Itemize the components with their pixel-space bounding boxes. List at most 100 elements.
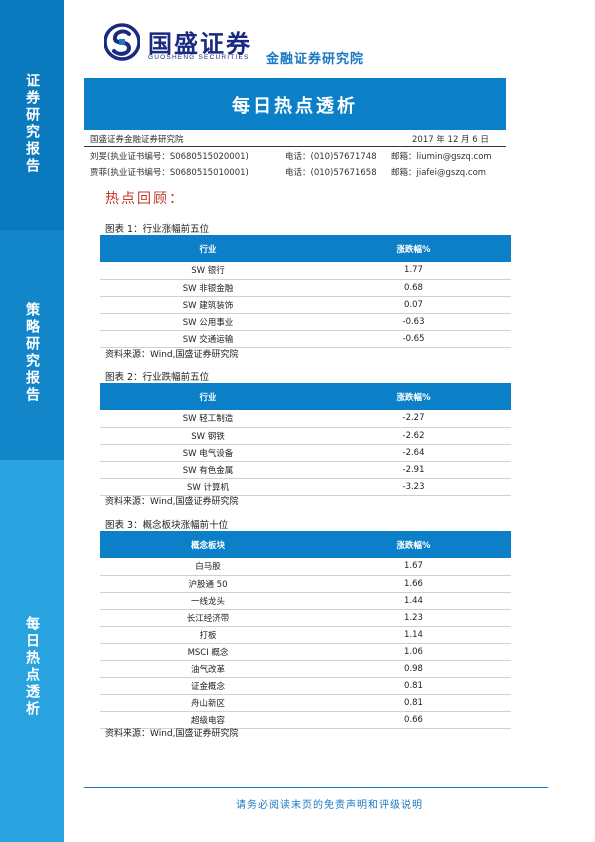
table-row: 超级电容 0.66: [100, 711, 511, 729]
change-cell: 0.81: [316, 677, 511, 695]
industry-cell: SW 建筑装饰: [100, 296, 316, 314]
column-header-industry: 行业: [100, 235, 316, 262]
change-cell: 0.07: [316, 296, 511, 314]
concept-cell: 长江经济带: [100, 609, 316, 627]
industry-cell: SW 有色金属: [100, 461, 316, 479]
concept-cell: 一线龙头: [100, 592, 316, 610]
change-cell: 0.81: [316, 694, 511, 712]
table-row: 白马股 1.67: [100, 558, 511, 576]
table-industry-losers: 行业 涨跌幅% SW 轻工制造 -2.27 SW 钢铁 -2.62 SW 电气设备 -…: [100, 383, 511, 496]
concept-cell: 打板: [100, 626, 316, 644]
table-row: SW 轻工制造 -2.27: [100, 410, 511, 428]
analyst-1-cert: 刘旻(执业证书编号：S0680515020001): [90, 152, 249, 162]
table-row: 长江经济带 1.23: [100, 609, 511, 627]
table-row: 沪股通 50 1.66: [100, 575, 511, 593]
table-header-row: 行业 涨跌幅%: [100, 383, 511, 410]
table-row: 舟山新区 0.81: [100, 694, 511, 712]
table-industry-gainers: 行业 涨跌幅% SW 银行 1.77 SW 非银金融 0.68 SW 建筑装饰 0.0…: [100, 235, 511, 348]
figure-3-title: 图表 3：概念板块涨幅前十位: [105, 520, 229, 531]
industry-cell: SW 非银金融: [100, 279, 316, 297]
change-cell: 1.14: [316, 626, 511, 644]
table-header-row: 概念板块 涨跌幅%: [100, 531, 511, 558]
sidebar: 证券研究报告 策略研究报告 每日热点透析: [0, 0, 64, 842]
analyst-2-phone: 电话：(010)57671658: [285, 168, 377, 178]
concept-cell: 舟山新区: [100, 694, 316, 712]
change-cell: 0.68: [316, 279, 511, 297]
logo-text-en: GUOSHENG SECURITIES: [148, 54, 250, 61]
change-cell: -2.62: [316, 427, 511, 445]
footer-disclaimer: 请务必阅读末页的免责声明和评级说明: [236, 800, 423, 811]
sidebar-section-strategy-report: 策略研究报告: [0, 230, 64, 460]
change-cell: -2.27: [316, 410, 511, 428]
industry-cell: SW 轻工制造: [100, 410, 316, 428]
change-cell: 0.66: [316, 711, 511, 729]
table-row: SW 钢铁 -2.62: [100, 427, 511, 445]
analyst-1-email: 邮箱：liumin@gszq.com: [391, 152, 492, 162]
change-cell: 0.98: [316, 660, 511, 678]
change-cell: -0.65: [316, 330, 511, 348]
sidebar-section-daily-hotspot: 每日热点透析: [0, 460, 64, 842]
industry-cell: SW 银行: [100, 262, 316, 280]
analyst-1-phone: 电话：(010)57671748: [285, 152, 377, 162]
table-row: SW 计算机 -3.23: [100, 478, 511, 496]
concept-cell: 油气改革: [100, 660, 316, 678]
column-header-change: 涨跌幅%: [316, 235, 511, 262]
change-cell: 1.44: [316, 592, 511, 610]
section-heading: 热点回顾：: [105, 191, 185, 207]
table-row: SW 公用事业 -0.63: [100, 313, 511, 331]
institute-name: 国盛证券金融证券研究院: [90, 135, 184, 145]
column-header-concept: 概念板块: [100, 531, 316, 558]
industry-cell: SW 电气设备: [100, 444, 316, 462]
sidebar-label-3: 每日热点透析: [24, 616, 40, 718]
column-header-change: 涨跌幅%: [316, 383, 511, 410]
change-cell: 1.06: [316, 643, 511, 661]
change-cell: -0.63: [316, 313, 511, 331]
change-cell: 1.23: [316, 609, 511, 627]
table-row: 油气改革 0.98: [100, 660, 511, 678]
table-row: SW 有色金属 -2.91: [100, 461, 511, 479]
change-cell: 1.77: [316, 262, 511, 280]
table-row: SW 交通运输 -0.65: [100, 330, 511, 348]
footer-divider: [84, 787, 548, 788]
industry-cell: SW 交通运输: [100, 330, 316, 348]
page-title: 每日热点透析: [232, 96, 358, 117]
change-cell: -2.64: [316, 444, 511, 462]
sidebar-label-1: 证券研究报告: [24, 73, 40, 175]
table-concept-gainers: 概念板块 涨跌幅% 白马股 1.67 沪股通 50 1.66 一线龙头 1.44 长江…: [100, 531, 511, 729]
table-row: 打板 1.14: [100, 626, 511, 644]
report-date: 2017 年 12 月 6 日: [412, 135, 489, 145]
change-cell: 1.66: [316, 575, 511, 593]
column-header-change: 涨跌幅%: [316, 531, 511, 558]
concept-cell: MSCI 概念: [100, 643, 316, 661]
analyst-2-cert: 贾菲(执业证书编号：S0680515010001): [90, 168, 249, 178]
table-row: SW 建筑装饰 0.07: [100, 296, 511, 314]
table-row: 证金概念 0.81: [100, 677, 511, 695]
concept-cell: 沪股通 50: [100, 575, 316, 593]
logo-text-cn: 国盛证券: [148, 30, 252, 58]
industry-cell: SW 公用事业: [100, 313, 316, 331]
sidebar-label-2: 策略研究报告: [24, 302, 40, 404]
header-subtitle: 金融证券研究院: [266, 52, 365, 67]
concept-cell: 白马股: [100, 558, 316, 576]
change-cell: -3.23: [316, 478, 511, 496]
table-row: SW 银行 1.77: [100, 262, 511, 280]
figure-2-source: 资料来源：Wind,国盛证券研究院: [105, 497, 239, 507]
sidebar-section-securities-report: 证券研究报告: [0, 0, 64, 230]
table-row: 一线龙头 1.44: [100, 592, 511, 610]
table-row: SW 电气设备 -2.64: [100, 444, 511, 462]
title-banner: 每日热点透析: [84, 78, 506, 130]
divider: [84, 146, 506, 147]
industry-cell: SW 计算机: [100, 478, 316, 496]
table-header-row: 行业 涨跌幅%: [100, 235, 511, 262]
concept-cell: 超级电容: [100, 711, 316, 729]
table-row: SW 非银金融 0.68: [100, 279, 511, 297]
figure-1-source: 资料来源：Wind,国盛证券研究院: [105, 350, 239, 360]
figure-1-title: 图表 1：行业涨幅前五位: [105, 224, 210, 235]
column-header-industry: 行业: [100, 383, 316, 410]
company-logo-icon: [104, 23, 140, 61]
change-cell: -2.91: [316, 461, 511, 479]
change-cell: 1.67: [316, 558, 511, 576]
analyst-2-email: 邮箱：jiafei@gszq.com: [391, 168, 487, 178]
figure-3-source: 资料来源：Wind,国盛证券研究院: [105, 729, 239, 739]
table-row: MSCI 概念 1.06: [100, 643, 511, 661]
